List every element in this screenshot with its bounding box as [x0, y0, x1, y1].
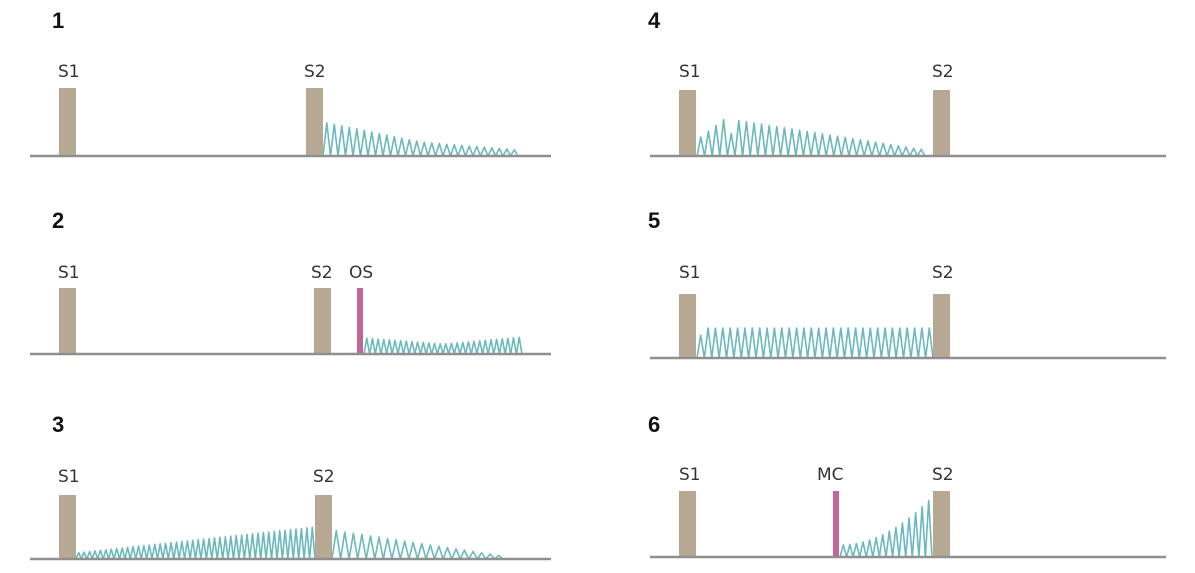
- panel-2: 2 S1 S2 OS: [30, 208, 551, 356]
- s1-label: S1: [58, 62, 80, 82]
- panel-5: 5 S1 S2: [648, 208, 1166, 360]
- murmur-wave: [696, 327, 934, 359]
- murmur-wave: [839, 499, 933, 558]
- s1-bar: [59, 495, 76, 559]
- murmur-wave-after-s2: [331, 529, 504, 560]
- panel-4: 4 S1 S2: [648, 8, 1166, 158]
- murmur-waveform: [331, 529, 504, 560]
- murmur-waveform: [75, 526, 316, 560]
- murmur-wave: [363, 336, 523, 355]
- s1-label: S1: [58, 467, 80, 487]
- midsystolic-click-label: MC: [817, 465, 844, 485]
- s2-label: S2: [932, 62, 954, 82]
- s2-bar: [306, 88, 323, 156]
- panel-number: 2: [52, 208, 64, 233]
- murmur-waveform: [696, 327, 934, 359]
- s2-bar: [933, 90, 950, 156]
- panel-1: 1 S1 S2: [30, 8, 551, 158]
- s1-label: S1: [679, 465, 701, 485]
- midsystolic-click-marker: [833, 491, 839, 557]
- murmur-waveform: [322, 122, 519, 157]
- s2-label: S2: [932, 263, 954, 283]
- murmur-wave: [322, 122, 519, 157]
- murmur-wave: [75, 526, 316, 560]
- panel-number: 4: [648, 8, 661, 33]
- panel-3: 3 S1 S2: [30, 412, 551, 561]
- s1-bar: [59, 288, 76, 354]
- murmur-wave: [696, 118, 926, 157]
- s2-bar: [933, 294, 950, 358]
- s1-bar: [679, 90, 696, 156]
- s1-label: S1: [58, 263, 80, 283]
- opening-snap-label: OS: [349, 263, 373, 283]
- panel-number: 1: [52, 8, 64, 33]
- murmur-waveform: [363, 336, 523, 355]
- panel-6: 6 S1 MC S2: [648, 412, 1166, 559]
- murmur-waveform: [839, 499, 933, 558]
- s1-bar: [59, 88, 76, 156]
- s2-bar: [933, 491, 950, 557]
- s2-label: S2: [313, 467, 335, 487]
- s2-bar: [314, 288, 331, 354]
- s1-label: S1: [679, 263, 701, 283]
- panel-number: 6: [648, 412, 660, 437]
- s1-label: S1: [679, 62, 701, 82]
- s1-bar: [679, 294, 696, 358]
- panel-number: 3: [52, 412, 64, 437]
- s2-label: S2: [304, 62, 326, 82]
- s2-label: S2: [932, 465, 954, 485]
- s2-label: S2: [311, 263, 333, 283]
- opening-snap-marker: [357, 288, 363, 354]
- murmur-waveform: [696, 118, 926, 157]
- s2-bar: [315, 495, 332, 559]
- s1-bar: [679, 491, 696, 557]
- panel-number: 5: [648, 208, 660, 233]
